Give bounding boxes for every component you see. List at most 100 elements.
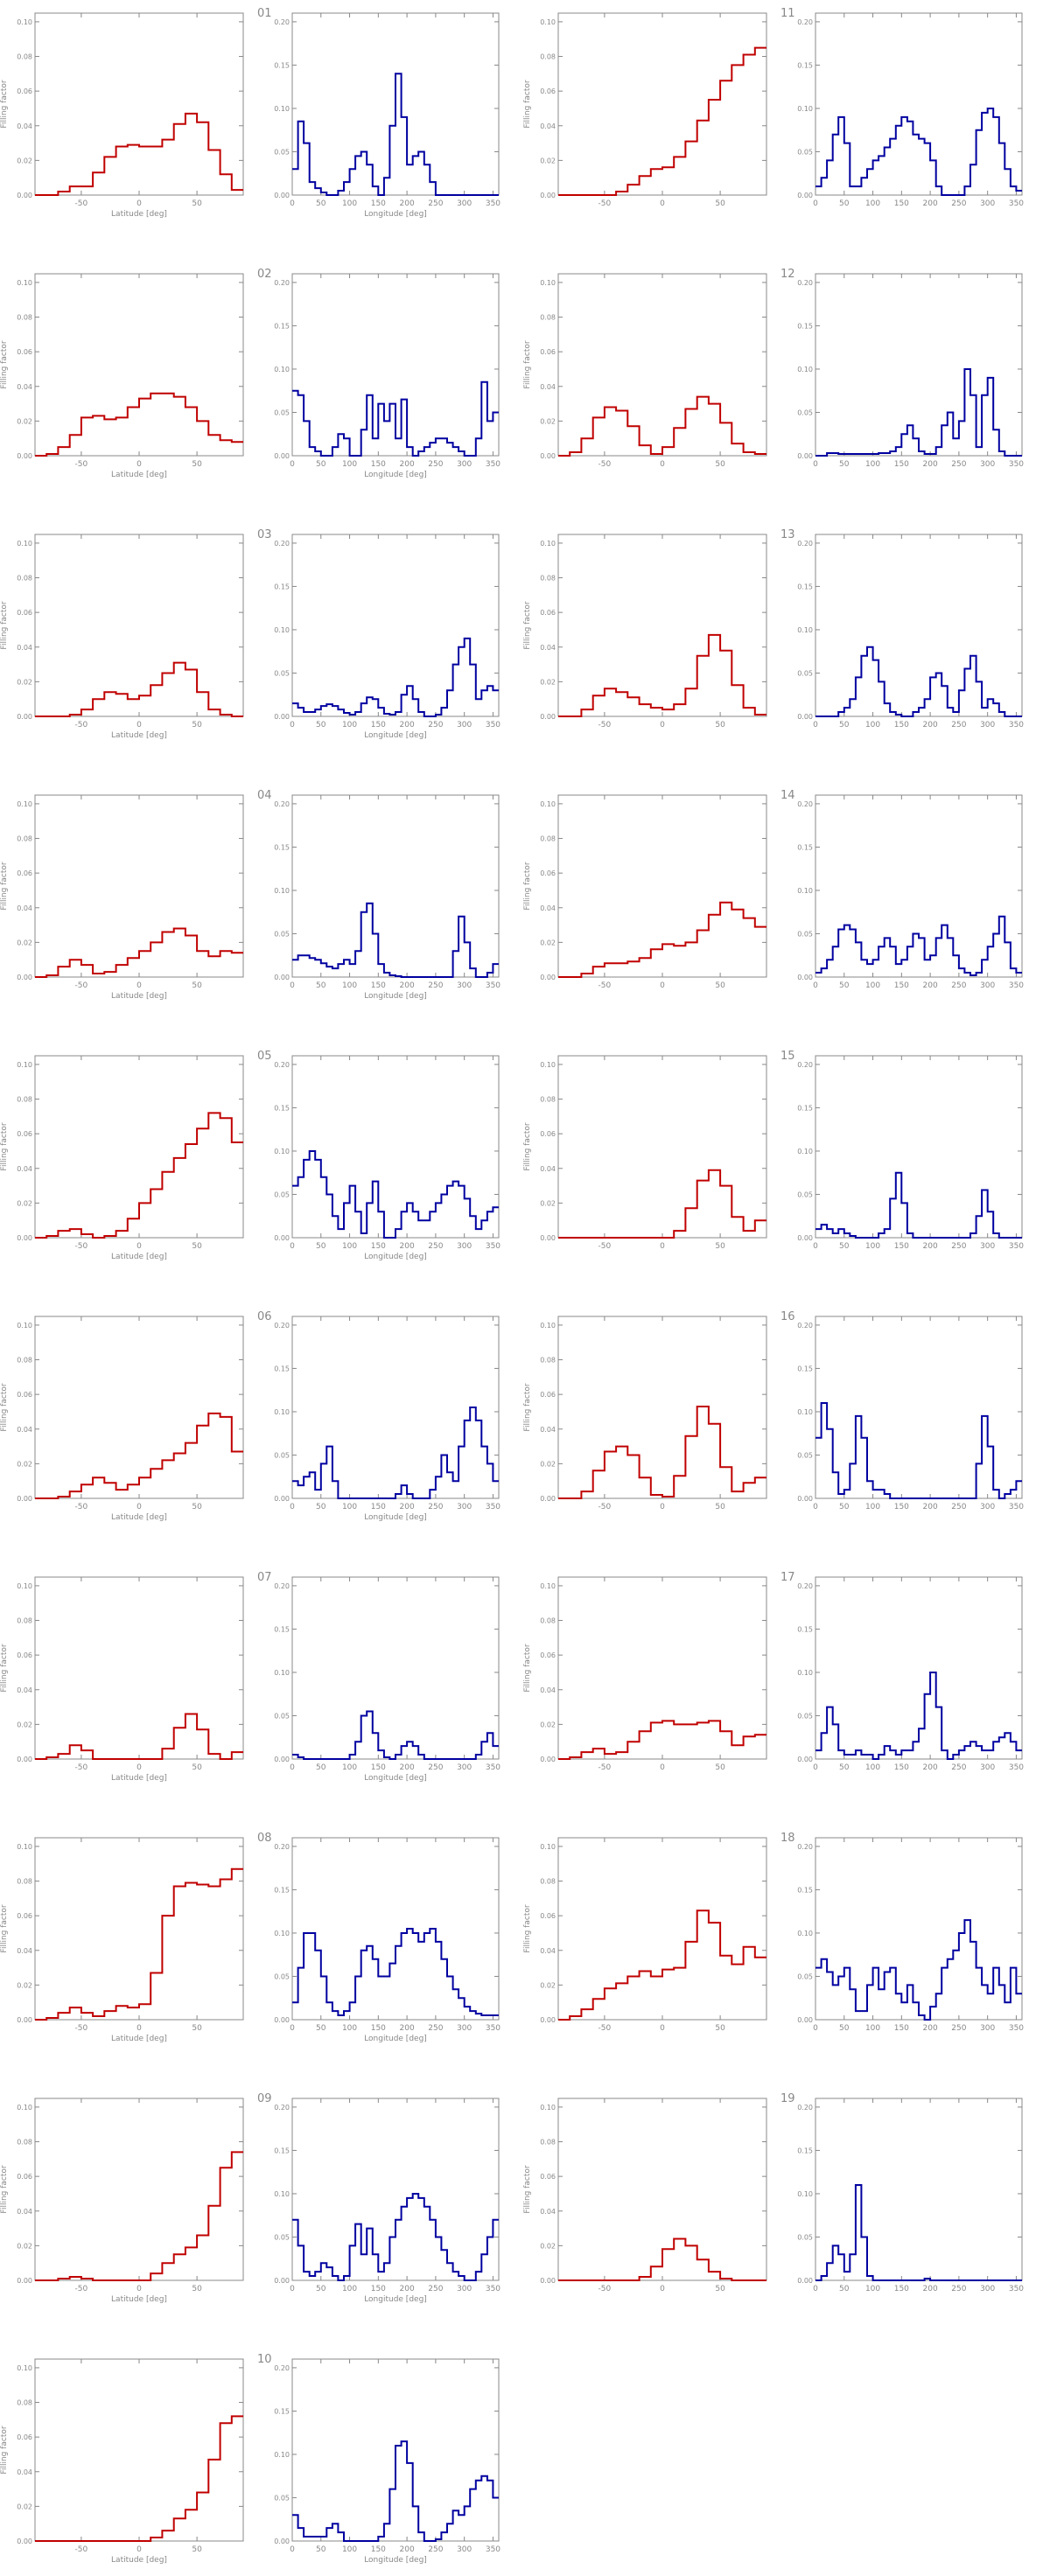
y-tick-label: 0.10	[274, 1930, 290, 1937]
x-axis-label: Latitude [deg]	[111, 210, 167, 219]
y-tick-label: 0.00	[540, 974, 556, 981]
x-tick-label: 0	[290, 1503, 295, 1511]
x-axis-label: Longitude [deg]	[364, 2556, 427, 2565]
x-tick-label: 0	[290, 2545, 295, 2554]
plot-frame	[815, 1316, 1023, 1499]
latitude-series-line	[35, 661, 243, 717]
x-tick-label: 0	[136, 2545, 142, 2554]
y-tick-label: 0.04	[17, 1686, 32, 1694]
y-tick-label: 0.08	[540, 835, 556, 843]
x-tick-label: 50	[316, 2545, 326, 2554]
x-tick-label: 350	[1009, 721, 1024, 730]
x-tick-label: 150	[894, 1242, 909, 1251]
x-tick-label: 0	[136, 460, 142, 469]
y-tick-label: 0.05	[274, 1712, 290, 1720]
y-tick-label: 0.02	[17, 1721, 32, 1728]
plot-frame	[34, 273, 244, 457]
y-tick-label: 0.04	[540, 1426, 556, 1434]
x-tick-label: 50	[715, 1242, 725, 1251]
x-tick-label: 50	[192, 2024, 202, 2033]
y-tick-label: 0.04	[540, 1686, 556, 1694]
x-tick-label: -50	[598, 721, 612, 730]
x-tick-label: 0	[813, 1242, 818, 1251]
x-tick-label: 50	[316, 199, 326, 208]
y-tick-label: 0.00	[274, 1756, 290, 1763]
x-tick-label: 50	[839, 2024, 850, 2033]
longitude-series-line	[816, 1171, 1022, 1239]
y-tick-label: 0.00	[274, 2538, 290, 2545]
x-tick-label: 200	[400, 1503, 415, 1511]
panel-number: 17	[780, 1571, 795, 1584]
y-tick-label: 0.08	[540, 1878, 556, 1886]
y-tick-label: 0.00	[17, 452, 32, 460]
x-tick-label: 350	[1009, 199, 1024, 208]
y-tick-label: 0.08	[17, 2399, 32, 2407]
x-tick-label: 50	[839, 1242, 850, 1251]
x-tick-label: 200	[400, 199, 415, 208]
plot-frame	[34, 1576, 244, 1760]
y-tick-label: 0.20	[274, 1322, 290, 1330]
x-tick-label: 200	[400, 460, 415, 469]
x-tick-label: -50	[75, 460, 88, 469]
y-tick-label: 0.08	[540, 575, 556, 583]
y-tick-label: 0.05	[274, 1451, 290, 1459]
latitude-series-line	[558, 633, 766, 717]
x-tick-label: 0	[660, 2024, 665, 2033]
x-tick-label: 50	[316, 2024, 326, 2033]
y-tick-label: 0.10	[274, 1148, 290, 1155]
x-tick-label: 100	[865, 981, 880, 990]
plot-frame	[557, 1316, 767, 1499]
longitude-panel-18: 0.00 0.05 0.10 0.15 0.20 0 50 100 150 200 250 300 35…	[780, 1832, 1024, 2033]
plot-frame	[291, 1576, 500, 1760]
x-tick-label: 250	[428, 460, 443, 469]
y-tick-label: 0.05	[797, 669, 813, 677]
y-tick-label: 0.02	[540, 1460, 556, 1468]
y-tick-label: 0.10	[540, 540, 556, 548]
longitude-series-line	[292, 637, 499, 717]
x-tick-label: 100	[342, 1242, 357, 1251]
latitude-series-line	[35, 1713, 243, 1760]
x-tick-label: 350	[1009, 2024, 1024, 2033]
x-tick-label: 100	[865, 1242, 880, 1251]
x-tick-label: 200	[923, 2285, 938, 2293]
latitude-series-line	[35, 2415, 243, 2542]
y-tick-label: 0.20	[797, 1582, 813, 1590]
x-tick-label: 50	[839, 981, 850, 990]
y-tick-label: 0.10	[17, 279, 32, 287]
x-tick-label: 50	[192, 981, 202, 990]
y-tick-label: 0.10	[797, 366, 813, 373]
y-tick-label: 0.04	[540, 644, 556, 652]
latitude-series-line	[558, 46, 766, 196]
x-tick-label: 300	[980, 2024, 995, 2033]
x-tick-label: 300	[980, 1242, 995, 1251]
y-tick-label: 0.00	[17, 2538, 32, 2545]
x-tick-label: -50	[598, 981, 612, 990]
x-tick-label: 100	[342, 1503, 357, 1511]
x-tick-label: 50	[715, 1763, 725, 1772]
x-tick-label: 0	[290, 2024, 295, 2033]
y-tick-label: 0.10	[797, 1930, 813, 1937]
y-axis-label: Filling factor	[0, 601, 9, 649]
y-tick-label: 0.00	[797, 2016, 813, 2024]
x-tick-label: 0	[136, 1503, 142, 1511]
x-tick-label: 0	[290, 460, 295, 469]
x-tick-label: 0	[136, 2285, 142, 2293]
x-tick-label: 350	[486, 981, 500, 990]
y-tick-label: 0.20	[274, 279, 290, 287]
x-tick-label: 350	[1009, 1503, 1024, 1511]
y-axis-label: Filling factor	[523, 1904, 532, 1952]
x-tick-label: 100	[865, 1503, 880, 1511]
y-axis-label: Filling factor	[523, 862, 532, 910]
panel-number: 14	[780, 789, 795, 802]
longitude-series-line	[816, 1402, 1022, 1499]
y-tick-label: 0.02	[540, 678, 556, 686]
longitude-panel-12: 0.00 0.05 0.10 0.15 0.20 0 50 100 150 200 250 300 35…	[780, 268, 1024, 469]
plot-frame	[557, 273, 767, 457]
plot-frame	[291, 1837, 500, 2021]
longitude-series-line	[816, 1919, 1022, 2021]
y-tick-label: 0.04	[540, 383, 556, 391]
x-tick-label: 50	[715, 199, 725, 208]
y-tick-label: 0.04	[540, 2208, 556, 2216]
y-tick-label: 0.15	[797, 843, 813, 851]
x-axis-label: Latitude [deg]	[111, 1253, 167, 1261]
